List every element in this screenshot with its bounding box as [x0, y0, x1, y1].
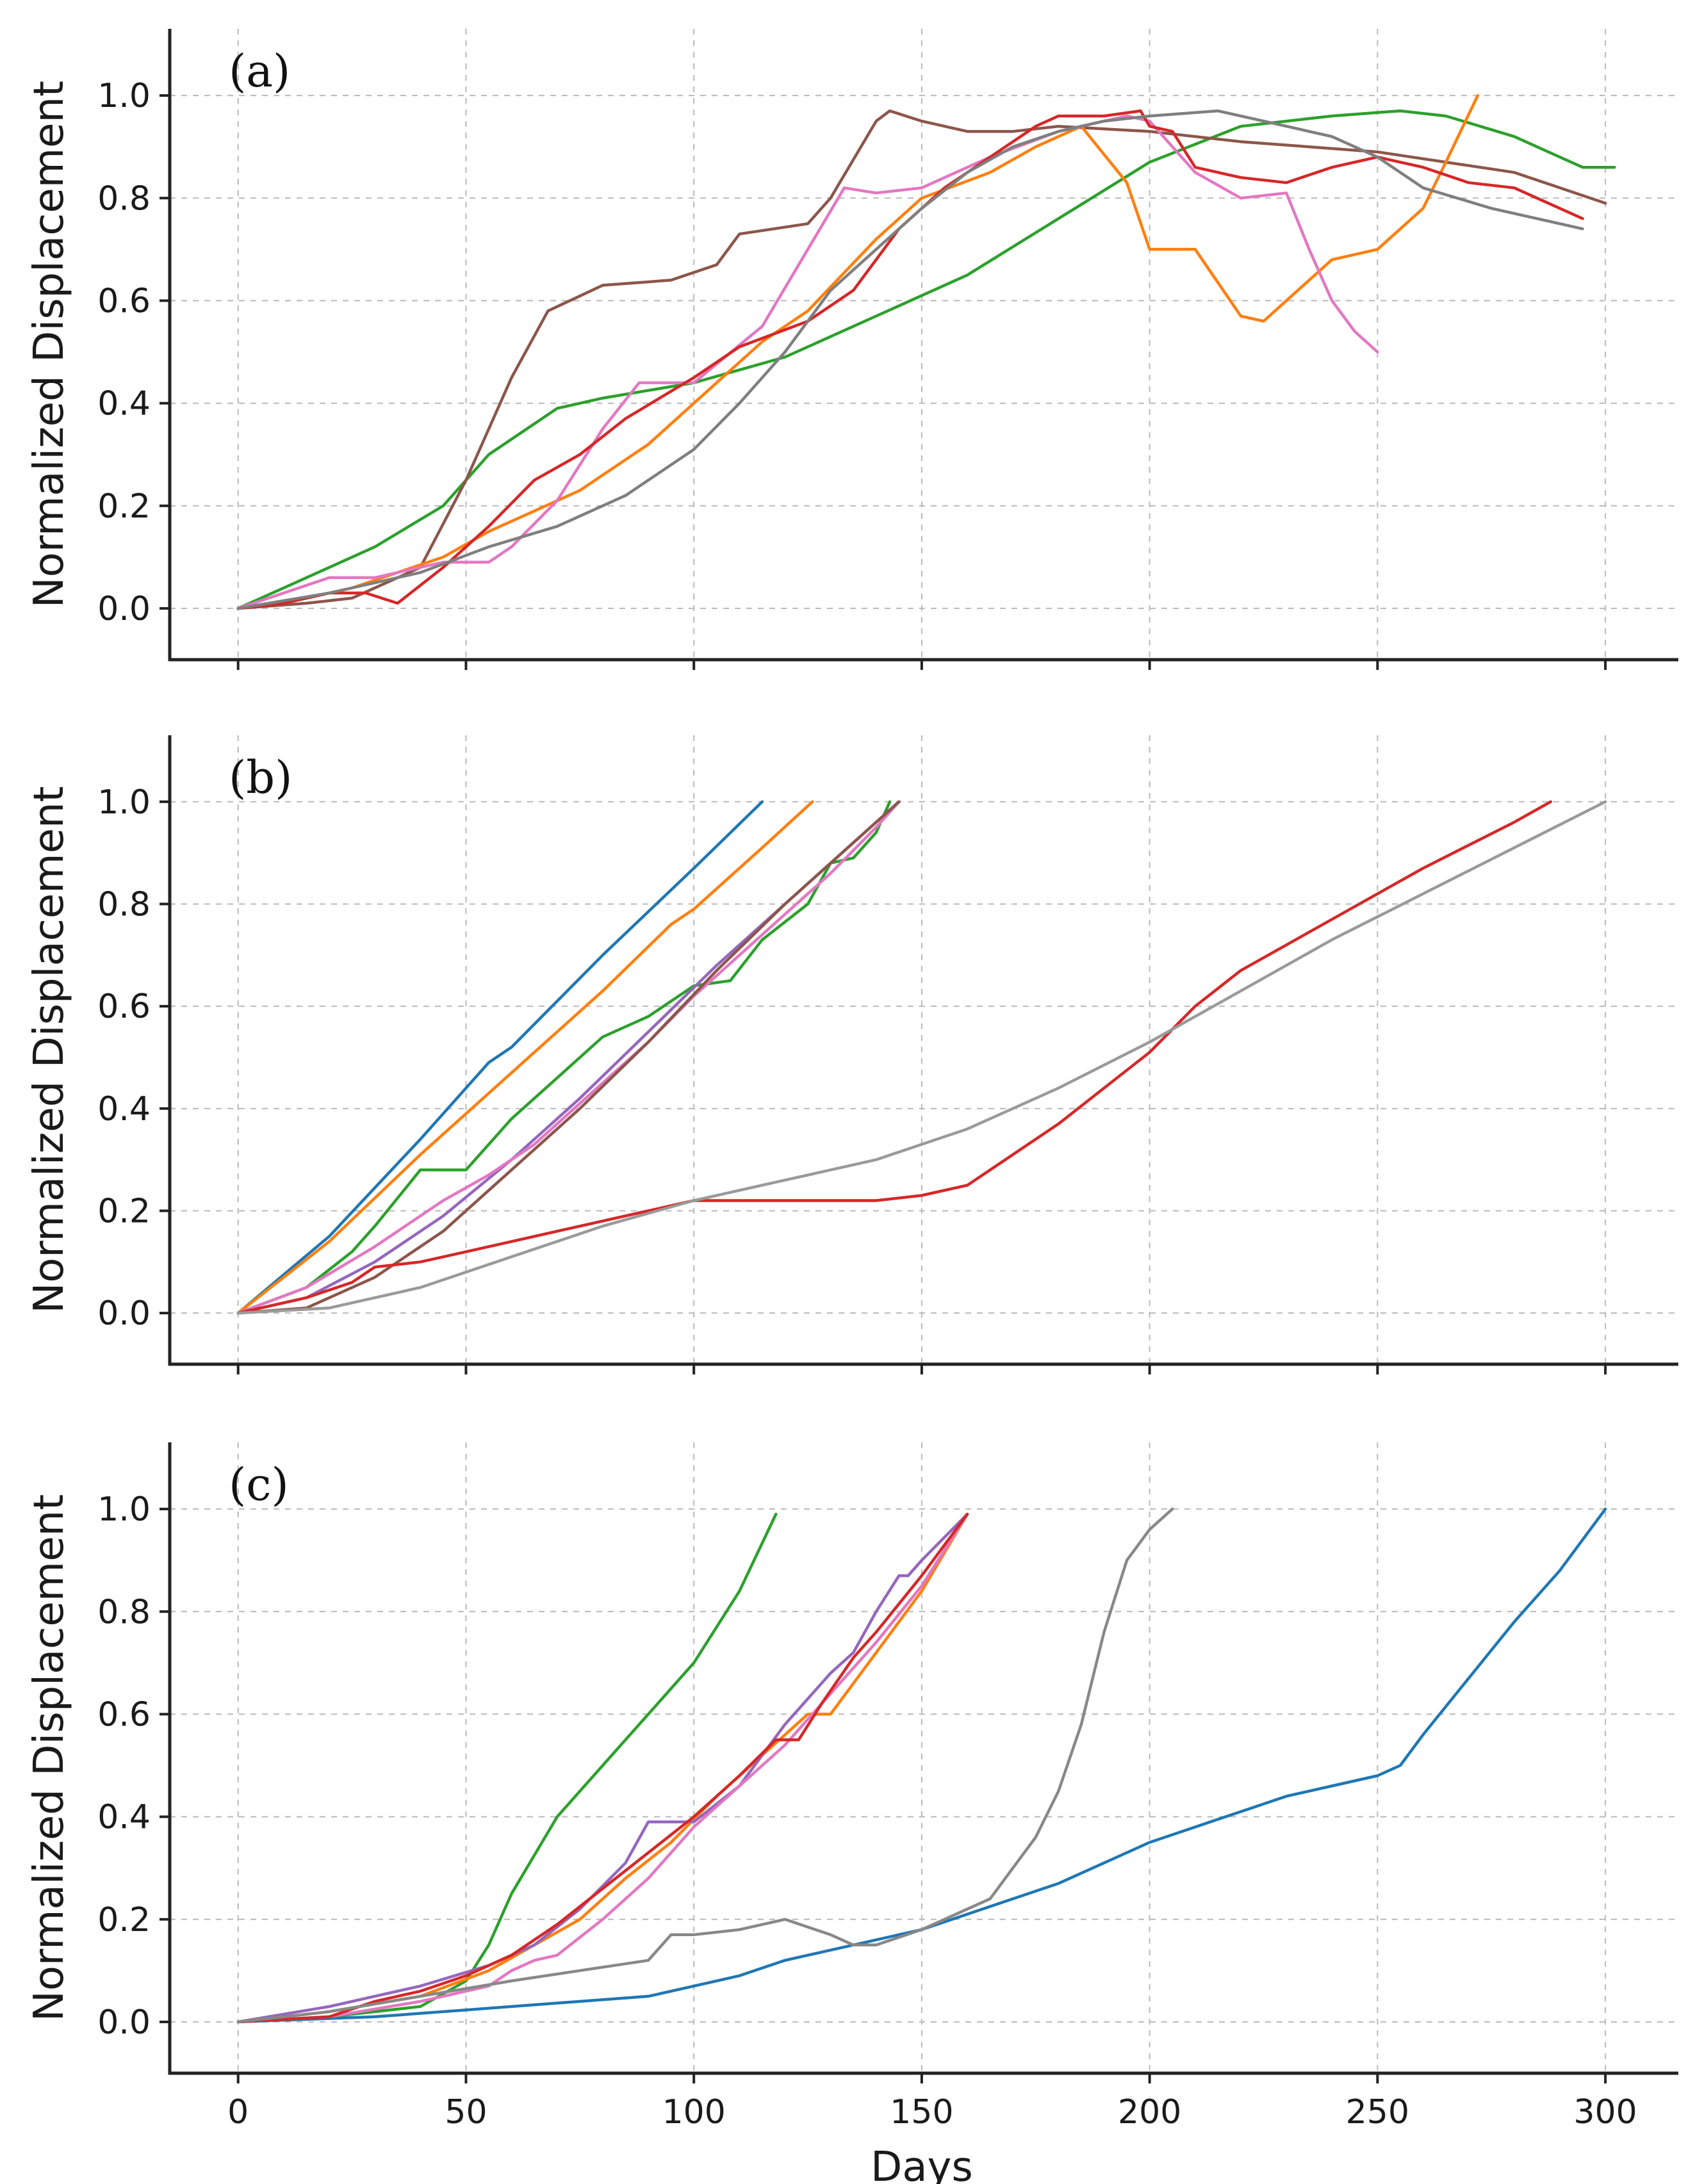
y-tick-label: 0.4 — [97, 1798, 151, 1837]
y-tick-label: 1.0 — [97, 1490, 151, 1529]
x-axis-title: Days — [871, 2144, 973, 2184]
series-line-red — [236, 800, 1553, 1315]
y-tick-label: 0.2 — [97, 1901, 151, 1939]
y-tick-label: 0.8 — [97, 885, 151, 924]
series-line-pink — [236, 800, 901, 1315]
y-tick-label: 1.0 — [97, 783, 151, 822]
x-tick-label: 50 — [445, 2093, 487, 2131]
y-axis-title: Normalized Displacement — [26, 81, 73, 608]
y-tick-label: 0.0 — [97, 590, 151, 628]
x-tick-label: 250 — [1346, 2093, 1409, 2131]
panel-label: (c) — [229, 1458, 289, 1511]
y-tick-label: 0.8 — [97, 179, 151, 218]
panel-a: 0.0 0.2 0.4 0.6 0.8 1.0 (a) Normalized Displace… — [26, 29, 1678, 670]
y-tick-label: 0.0 — [97, 2003, 151, 2042]
y-tick-label: 0.6 — [97, 988, 151, 1026]
x-tick-label: 100 — [662, 2093, 726, 2131]
y-tick-label: 0.4 — [97, 1090, 151, 1129]
series-line-orange — [236, 94, 1480, 610]
panel-label: (a) — [229, 45, 290, 97]
x-tick-label: 300 — [1574, 2093, 1637, 2131]
series-line-brown — [236, 800, 901, 1315]
panel-b: 0.0 0.2 0.4 0.6 0.8 1.0 (b) Normalized Displace… — [26, 735, 1678, 1374]
y-tick-label: 0.2 — [97, 1192, 151, 1230]
y-tick-label: 0.6 — [97, 1695, 151, 1734]
x-tick-label: 150 — [890, 2093, 953, 2131]
y-axis-title: Normalized Displacement — [26, 1494, 73, 2021]
series-line-brown — [236, 109, 1607, 610]
series-line-gray — [236, 1507, 1174, 2024]
series-line-gray — [236, 800, 1607, 1315]
x-tick-label: 200 — [1118, 2093, 1181, 2131]
series-line-pink — [236, 114, 1379, 610]
panel-label: (b) — [229, 751, 292, 804]
y-axis-title: Normalized Displacement — [26, 786, 73, 1313]
x-tick-label: 0 — [227, 2093, 249, 2131]
y-tick-label: 0.0 — [97, 1294, 151, 1333]
series-line-pink — [236, 1512, 969, 2024]
series-line-green — [236, 800, 892, 1315]
series-line-orange — [236, 1512, 969, 2024]
series-line-green — [236, 1512, 778, 2024]
series-line-blue — [236, 1507, 1607, 2024]
series-line-green — [236, 109, 1616, 610]
series-line-red — [236, 109, 1584, 610]
series-line-orange — [236, 800, 814, 1315]
y-tick-label: 0.2 — [97, 487, 151, 526]
panel-c: 0 50 100 150 200 250 300 0.0 0.2 0.4 0.6 0.8 1.0 (c) N… — [26, 1442, 1678, 2184]
series-line-red — [236, 1512, 969, 2024]
series-line-purple — [236, 1512, 969, 2024]
series-line-gray — [236, 109, 1584, 610]
y-tick-label: 0.4 — [97, 385, 151, 423]
y-tick-label: 0.8 — [97, 1593, 151, 1631]
y-tick-label: 1.0 — [97, 77, 151, 115]
y-tick-label: 0.6 — [97, 282, 151, 320]
series-line-blue — [236, 800, 764, 1315]
